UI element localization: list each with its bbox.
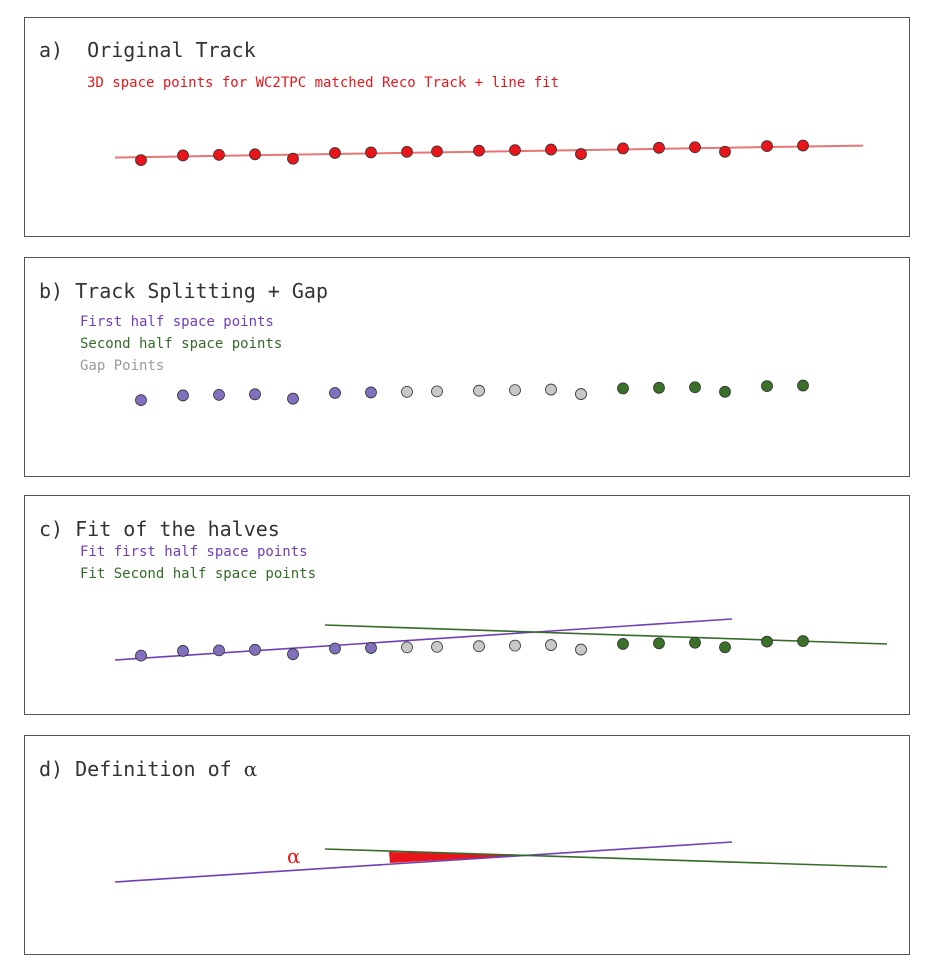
- panel-a-legend: 3D space points for WC2TPC matched Reco …: [87, 75, 560, 91]
- space-point-first: [287, 392, 299, 405]
- space-point-first: [329, 387, 341, 399]
- space-point-first: [365, 386, 377, 399]
- second-half-fit-line: [324, 624, 888, 645]
- space-point-gap: [545, 383, 557, 396]
- panel-original-track: a) Original Track 3D space points for WC…: [24, 17, 910, 237]
- space-point-second: [797, 139, 809, 152]
- space-point-gap: [473, 144, 485, 157]
- space-point-gap: [401, 145, 413, 158]
- space-point-first: [249, 643, 261, 656]
- space-point-second: [761, 635, 773, 648]
- space-point-first: [365, 146, 377, 159]
- space-point-first: [213, 388, 225, 401]
- panel-b-legend-second: Second half space points: [80, 336, 283, 352]
- alpha-symbol: α: [243, 757, 258, 781]
- space-point-second: [689, 636, 701, 649]
- space-point-second: [653, 637, 665, 650]
- panel-c-legend-second: Fit Second half space points: [80, 566, 317, 582]
- space-point-first: [213, 148, 225, 161]
- space-point-first: [177, 149, 189, 162]
- space-point-gap: [575, 148, 587, 160]
- space-point-first: [287, 152, 299, 165]
- space-point-second: [797, 379, 809, 392]
- space-point-first: [135, 649, 147, 662]
- space-point-second: [719, 145, 731, 158]
- space-point-second: [617, 638, 629, 650]
- space-point-gap: [401, 641, 413, 654]
- space-point-first: [177, 389, 189, 402]
- space-point-gap: [575, 388, 587, 400]
- first-half-fit-line: [114, 841, 733, 883]
- space-point-second: [761, 140, 773, 153]
- panel-fit-halves: c) Fit of the halves Fit first half spac…: [24, 495, 910, 715]
- space-point-gap: [575, 643, 587, 656]
- panel-d-title-text: d) Definition of: [39, 757, 244, 781]
- space-point-first: [135, 154, 147, 167]
- space-point-gap: [473, 384, 485, 397]
- space-point-first: [249, 388, 261, 401]
- space-point-first: [287, 648, 299, 661]
- space-point-second: [761, 380, 773, 393]
- space-point-gap: [509, 639, 521, 652]
- space-point-gap: [509, 384, 521, 397]
- panel-d-plot: [114, 841, 888, 883]
- space-point-gap: [545, 143, 557, 156]
- space-point-second: [617, 382, 629, 395]
- panel-b-title: b) Track Splitting + Gap: [39, 279, 328, 303]
- space-point-gap: [431, 145, 443, 158]
- second-half-fit-line: [324, 848, 888, 868]
- panel-c-title: c) Fit of the halves: [39, 517, 280, 541]
- space-point-first: [329, 642, 341, 655]
- panel-c-legend-first: Fit first half space points: [80, 544, 308, 560]
- panel-alpha-definition: d) Definition of α α: [24, 735, 910, 955]
- space-point-first: [365, 642, 377, 654]
- alpha-label: α: [287, 844, 301, 868]
- space-point-first: [213, 644, 225, 657]
- space-point-first: [177, 645, 189, 657]
- panel-a-plot: [114, 139, 864, 167]
- space-point-second: [653, 381, 665, 394]
- panel-b-plot: [135, 379, 809, 407]
- track-fit-line: [114, 144, 864, 159]
- space-point-first: [249, 148, 261, 161]
- space-point-second: [719, 641, 731, 654]
- panel-c-plot: [114, 618, 888, 662]
- space-point-second: [689, 381, 701, 394]
- space-point-first: [329, 147, 341, 159]
- panel-d-title: d) Definition of α: [39, 757, 257, 781]
- space-point-second: [617, 142, 629, 155]
- space-point-gap: [431, 385, 443, 398]
- panel-a-title: a) Original Track: [39, 38, 256, 62]
- space-point-second: [719, 385, 731, 398]
- space-point-second: [689, 141, 701, 154]
- first-half-fit-line: [114, 618, 733, 661]
- space-point-gap: [473, 640, 485, 653]
- panel-track-splitting: b) Track Splitting + Gap First half spac…: [24, 257, 910, 477]
- space-point-second: [653, 141, 665, 154]
- space-point-gap: [509, 144, 521, 157]
- space-point-gap: [545, 639, 557, 651]
- space-point-first: [135, 394, 147, 407]
- panel-b-legend-gap: Gap Points: [80, 358, 165, 374]
- panel-b-legend-first: First half space points: [80, 314, 274, 330]
- space-point-second: [797, 635, 809, 647]
- space-point-gap: [401, 385, 413, 398]
- space-point-gap: [431, 640, 443, 653]
